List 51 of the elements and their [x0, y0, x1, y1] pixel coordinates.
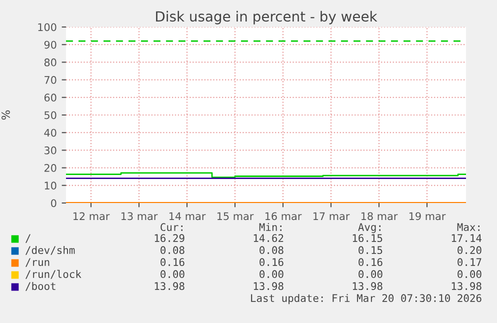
text: Max:	[457, 223, 480, 232]
text: 0.16	[160, 258, 184, 266]
text: 0.00	[358, 270, 382, 278]
y-tick-label: 20	[44, 164, 56, 172]
x-tick-label: 16 mar	[265, 212, 302, 220]
text: 13.98	[254, 282, 284, 290]
x-tick-label: 12 mar	[73, 212, 110, 220]
x-tick-label: 17 mar	[313, 212, 350, 220]
y-tick-label: 30	[44, 146, 56, 154]
text: 0.08	[260, 246, 284, 254]
text: 13.98	[154, 282, 184, 290]
text: 16.29	[154, 234, 184, 242]
x-tick-label: 13 mar	[121, 212, 158, 220]
chart-title: Disk usage in percent - by week	[156, 10, 378, 24]
x-tick-label: 14 mar	[169, 212, 206, 220]
y-tick-label: 60	[44, 94, 56, 102]
text: Avg:	[358, 223, 380, 234]
text: Last update: Fri Mar 20 07:30:10 2026	[251, 294, 482, 304]
y-tick-label: 50	[44, 111, 56, 120]
legend-label: /	[26, 234, 30, 243]
y-tick-label: 0	[51, 199, 56, 208]
text: 0.20	[458, 246, 482, 254]
x-tick-label: 19 mar	[409, 212, 446, 220]
y-tick-label: 40	[44, 128, 56, 137]
text: 0.08	[160, 246, 184, 254]
y-tick-label: 90	[44, 40, 56, 49]
text: Cur:	[160, 223, 182, 232]
text: 0.15	[358, 246, 382, 254]
y-tick-label: 10	[44, 182, 56, 190]
legend-label: /boot	[26, 282, 56, 291]
legend-label: /run/lock	[26, 270, 82, 279]
text: 13.98	[352, 282, 382, 290]
text: 0.00	[260, 270, 284, 278]
y-axis-title: %	[2, 110, 10, 120]
x-tick-label: 15 mar	[217, 212, 254, 220]
text: 0.00	[160, 270, 184, 278]
y-tick-label: 80	[44, 58, 56, 66]
text: 0.16	[260, 258, 284, 266]
text: 13.98	[452, 282, 482, 290]
x-tick-label: 18 mar	[361, 212, 398, 220]
text: 14.62	[254, 234, 284, 242]
text: 0.00	[458, 270, 482, 278]
legend-label: /dev/shm	[26, 246, 75, 255]
text: Min:	[259, 222, 282, 231]
y-tick-label: 70	[44, 76, 56, 84]
text: 16.15	[352, 234, 382, 242]
text: 17.14	[452, 234, 482, 242]
legend-label: /run	[26, 258, 50, 267]
text: 0.16	[358, 258, 382, 266]
text: 0.17	[458, 258, 482, 266]
y-tick-label: 100	[38, 23, 56, 32]
